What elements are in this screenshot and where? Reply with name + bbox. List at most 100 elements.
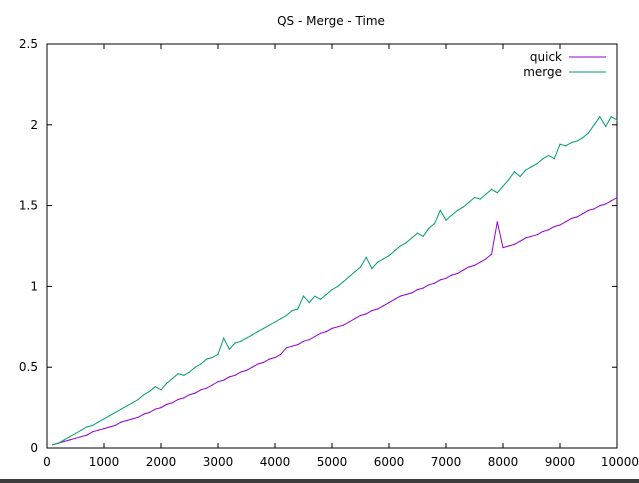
data-point-merge	[377, 261, 379, 263]
data-point-merge	[536, 163, 538, 165]
data-point-quick	[92, 431, 94, 433]
x-tick-label: 9000	[545, 455, 576, 469]
data-point-merge	[97, 421, 99, 423]
data-point-quick	[525, 237, 527, 239]
data-point-merge	[342, 281, 344, 283]
data-point-quick	[536, 234, 538, 236]
data-point-quick	[456, 272, 458, 275]
x-tick-label: 5000	[317, 455, 348, 469]
data-point-merge	[513, 171, 516, 173]
data-point-merge	[234, 342, 236, 344]
data-point-quick	[126, 419, 128, 422]
data-point-quick	[314, 335, 316, 338]
x-tick-label: 10000	[601, 455, 639, 469]
data-point-quick	[519, 240, 521, 242]
data-point-quick	[240, 371, 242, 373]
data-point-merge	[291, 310, 293, 312]
data-point-quick	[308, 339, 310, 341]
data-point-merge	[285, 314, 287, 317]
data-point-quick	[462, 269, 464, 271]
data-point-merge	[496, 192, 498, 194]
data-point-quick	[274, 356, 276, 359]
data-point-quick	[582, 213, 584, 215]
data-point-quick	[365, 313, 367, 315]
data-point-quick	[491, 253, 493, 255]
data-point-merge	[610, 116, 612, 118]
series-line-merge	[52, 115, 618, 446]
data-point-merge	[542, 158, 544, 160]
data-point-quick	[399, 295, 401, 297]
data-point-merge	[605, 125, 607, 127]
data-point-merge	[462, 206, 464, 208]
data-point-merge	[194, 366, 196, 368]
data-point-merge	[103, 418, 105, 420]
data-point-merge	[519, 175, 521, 178]
data-point-quick	[245, 369, 248, 371]
x-tick-label: 4000	[260, 455, 291, 469]
data-point-quick	[251, 366, 253, 368]
chart-title: QS - Merge - Time	[277, 14, 385, 28]
x-tick-label: 8000	[488, 455, 519, 469]
data-point-quick	[228, 376, 230, 378]
legend-label-merge: merge	[523, 65, 562, 79]
data-point-merge	[399, 245, 401, 247]
window-bottom-bar	[0, 479, 639, 483]
data-point-quick	[559, 224, 561, 226]
data-point-merge	[565, 145, 567, 147]
data-point-merge	[359, 266, 362, 268]
data-point-quick	[616, 196, 618, 199]
data-point-quick	[103, 428, 105, 430]
data-point-quick	[331, 327, 333, 329]
data-point-quick	[320, 332, 322, 334]
data-point-merge	[257, 331, 259, 333]
data-point-quick	[451, 274, 453, 276]
data-point-merge	[160, 389, 162, 391]
data-point-merge	[149, 390, 151, 392]
data-point-quick	[565, 221, 567, 223]
data-point-merge	[559, 143, 561, 145]
data-point-quick	[131, 418, 134, 420]
data-point-quick	[434, 282, 436, 284]
data-point-merge	[388, 255, 390, 257]
data-point-quick	[354, 318, 356, 320]
data-point-merge	[468, 201, 470, 203]
data-point-quick	[405, 293, 407, 296]
data-point-merge	[320, 298, 322, 300]
data-point-quick	[217, 381, 219, 383]
data-point-quick	[548, 229, 550, 231]
data-point-quick	[120, 421, 122, 423]
data-point-merge	[297, 308, 299, 310]
data-point-merge	[69, 436, 71, 438]
data-point-merge	[439, 209, 441, 211]
data-point-merge	[52, 444, 54, 446]
data-point-merge	[302, 295, 305, 297]
data-point-merge	[86, 426, 88, 428]
data-point-quick	[143, 413, 145, 415]
data-point-merge	[593, 124, 595, 126]
data-point-quick	[599, 205, 601, 207]
data-point-quick	[160, 407, 162, 409]
data-point-merge	[428, 227, 430, 229]
data-point-merge	[451, 214, 453, 216]
data-point-merge	[491, 188, 493, 190]
data-point-quick	[69, 439, 71, 441]
data-point-quick	[149, 411, 151, 413]
data-point-quick	[200, 389, 202, 391]
x-tick-label: 1000	[89, 455, 120, 469]
data-point-quick	[188, 394, 191, 396]
y-tick-label: 1.5	[19, 199, 38, 213]
data-point-merge	[314, 295, 316, 297]
x-tick-label: 2000	[146, 455, 177, 469]
data-point-quick	[177, 398, 179, 401]
x-tick-label: 7000	[431, 455, 462, 469]
data-point-merge	[445, 219, 447, 221]
data-point-merge	[177, 373, 179, 375]
data-point-merge	[371, 268, 373, 270]
data-point-merge	[405, 242, 407, 244]
data-point-quick	[114, 424, 116, 426]
data-point-merge	[200, 363, 202, 365]
data-point-merge	[411, 237, 413, 239]
plot-frame	[46, 43, 618, 449]
